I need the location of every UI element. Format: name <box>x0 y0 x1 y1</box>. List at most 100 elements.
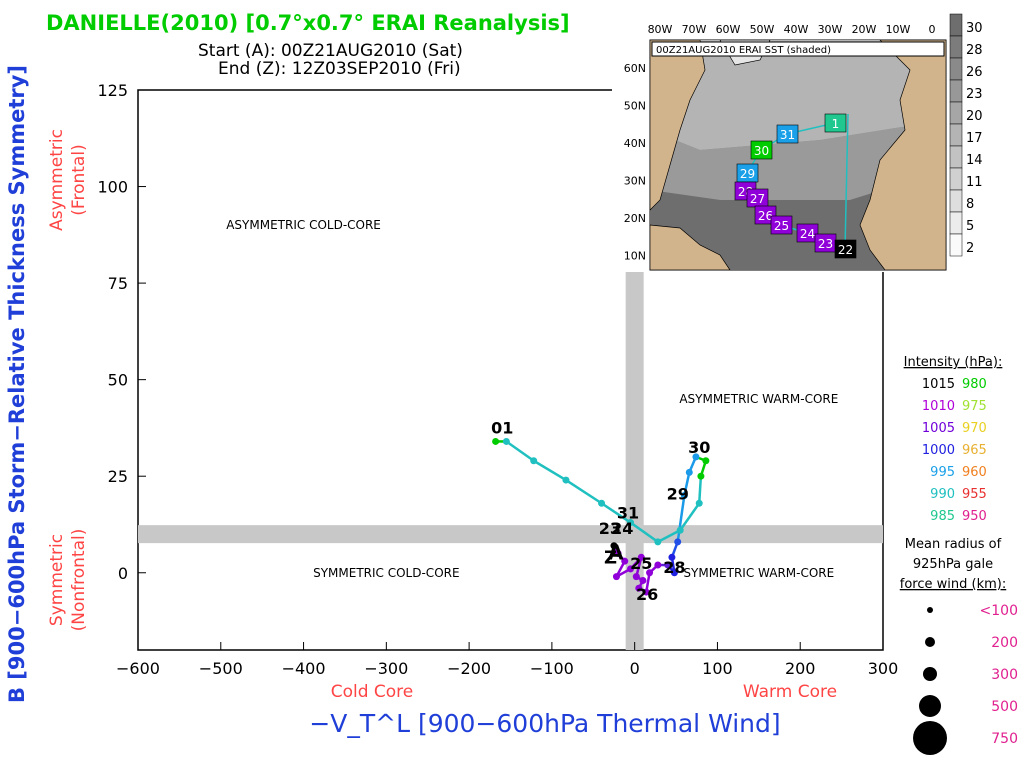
colorbar-label: 5 <box>966 219 974 234</box>
quadrant-label-upper-left: ASYMMETRIC COLD-CORE <box>226 218 381 232</box>
track-point <box>695 499 703 507</box>
track-point <box>697 472 705 480</box>
radius-legend-title-1: Mean radius of <box>905 537 1002 552</box>
zero-y-band <box>138 525 883 544</box>
intensity-value: 960 <box>962 465 987 480</box>
track-point <box>612 573 620 581</box>
quadrant-label-upper-right: ASYMMETRIC WARM-CORE <box>679 392 838 406</box>
inset-day-label: 31 <box>780 128 795 142</box>
day-label: 28 <box>663 558 685 577</box>
x-note-left: Cold Core <box>331 682 414 702</box>
track-point <box>621 557 629 565</box>
track-segment <box>533 459 567 482</box>
track-point <box>614 549 622 557</box>
intensity-legend-title: Intensity (hPa): <box>904 355 1003 370</box>
track-start-marker: A <box>608 541 624 565</box>
start-label: Start (A): 00Z21AUG2010 (Sat) <box>198 41 463 61</box>
colorbar-label: 14 <box>966 153 983 168</box>
track-segment <box>600 502 632 524</box>
y-tick-label: 125 <box>97 81 128 100</box>
inset-day-box <box>834 239 857 259</box>
radius-marker <box>927 607 933 613</box>
inset-day-label: 25 <box>774 219 789 233</box>
track-point <box>637 553 645 561</box>
intensity-value: 995 <box>930 465 955 480</box>
intensity-value: 1010 <box>922 399 955 414</box>
track-point <box>664 561 672 569</box>
y-note-upper-line1: Asymmetric <box>47 129 67 231</box>
radius-label: <100 <box>980 603 1018 619</box>
y-note-upper: Asymmetric (Frontal) <box>47 129 89 231</box>
colorbar-swatch <box>949 79 963 103</box>
track-segment <box>679 502 701 531</box>
intensity-value: 1000 <box>922 443 955 458</box>
track-point <box>670 569 678 577</box>
track-point <box>635 584 643 592</box>
y-tick-label: 0 <box>118 564 128 583</box>
x-tick-label: −200 <box>447 659 491 678</box>
colorbar-swatch <box>949 189 963 213</box>
end-label: End (Z): 12Z03SEP2010 (Fri) <box>218 59 461 79</box>
colorbar-label: 17 <box>966 131 983 146</box>
colorbar-swatch <box>949 13 963 37</box>
colorbar-swatch <box>949 35 963 59</box>
track-point <box>654 538 662 546</box>
track-point <box>610 542 618 550</box>
europe-africa-land <box>859 39 947 271</box>
colorbar-swatch <box>949 211 963 235</box>
radius-legend-title-2: 925hPa gale <box>913 557 993 572</box>
x-note-right: Warm Core <box>743 682 837 702</box>
track-point <box>654 561 662 569</box>
inset-day-label: 1 <box>832 117 840 131</box>
track-point <box>668 553 676 561</box>
inset-lat-label: 20N <box>624 212 646 225</box>
x-tick-label: 100 <box>702 659 733 678</box>
track-point <box>530 457 538 465</box>
x-tick-label: 200 <box>785 659 816 678</box>
track-point <box>676 526 684 534</box>
inset-lon-label: 20W <box>852 23 877 36</box>
y-axis-title: B [900−600hPa Storm−Relative Thickness S… <box>5 65 29 703</box>
track-point <box>598 499 606 507</box>
track-point <box>702 457 710 465</box>
colorbar-swatch <box>949 233 963 257</box>
inset-lon-label: 40W <box>784 23 809 36</box>
day-label: 29 <box>667 484 689 503</box>
intensity-value: 1015 <box>922 377 955 392</box>
inset-day-label: 27 <box>750 192 765 206</box>
inset-day-box <box>824 113 847 133</box>
track-point <box>639 576 647 584</box>
intensity-value: 955 <box>962 487 987 502</box>
inset-lat-label: 30N <box>624 175 646 188</box>
day-label: 24 <box>611 519 633 538</box>
inset-title: 00Z21AUG2010 ERAI SST (shaded) <box>656 45 831 56</box>
sst-cool-band <box>650 40 946 150</box>
day-label: 01 <box>491 419 513 438</box>
y-tick-label: 100 <box>97 178 128 197</box>
day-label: 23 <box>599 519 621 538</box>
colorbar-label: 23 <box>966 87 983 102</box>
y-note-lower-line1: Symmetric <box>47 534 67 626</box>
quadrant-label-lower-right: SYMMETRIC WARM-CORE <box>683 566 834 580</box>
inset-lon-label: 30W <box>818 23 843 36</box>
inset-lon-label: 80W <box>648 23 673 36</box>
track-segment <box>505 440 535 462</box>
day-label: 25 <box>630 554 652 573</box>
colorbar-label: 11 <box>966 175 983 190</box>
inset-lat-label: 10N <box>624 250 646 263</box>
x-tick-label: −100 <box>530 659 574 678</box>
track-point <box>674 538 682 546</box>
intensity-value: 965 <box>962 443 987 458</box>
inset-day-label: 26 <box>758 209 773 223</box>
inset-day-label: 23 <box>818 237 833 251</box>
track-segment <box>657 529 681 543</box>
inset-lon-label: 70W <box>682 23 707 36</box>
colorbar-label: 20 <box>966 109 983 124</box>
y-tick-label: 75 <box>108 274 128 293</box>
inset-day-box <box>796 223 819 243</box>
colorbar-swatch <box>949 101 963 125</box>
y-note-upper-line2: (Frontal) <box>69 144 89 215</box>
y-note-lower: Symmetric (Nonfrontal) <box>47 529 89 632</box>
track-point <box>492 437 500 445</box>
